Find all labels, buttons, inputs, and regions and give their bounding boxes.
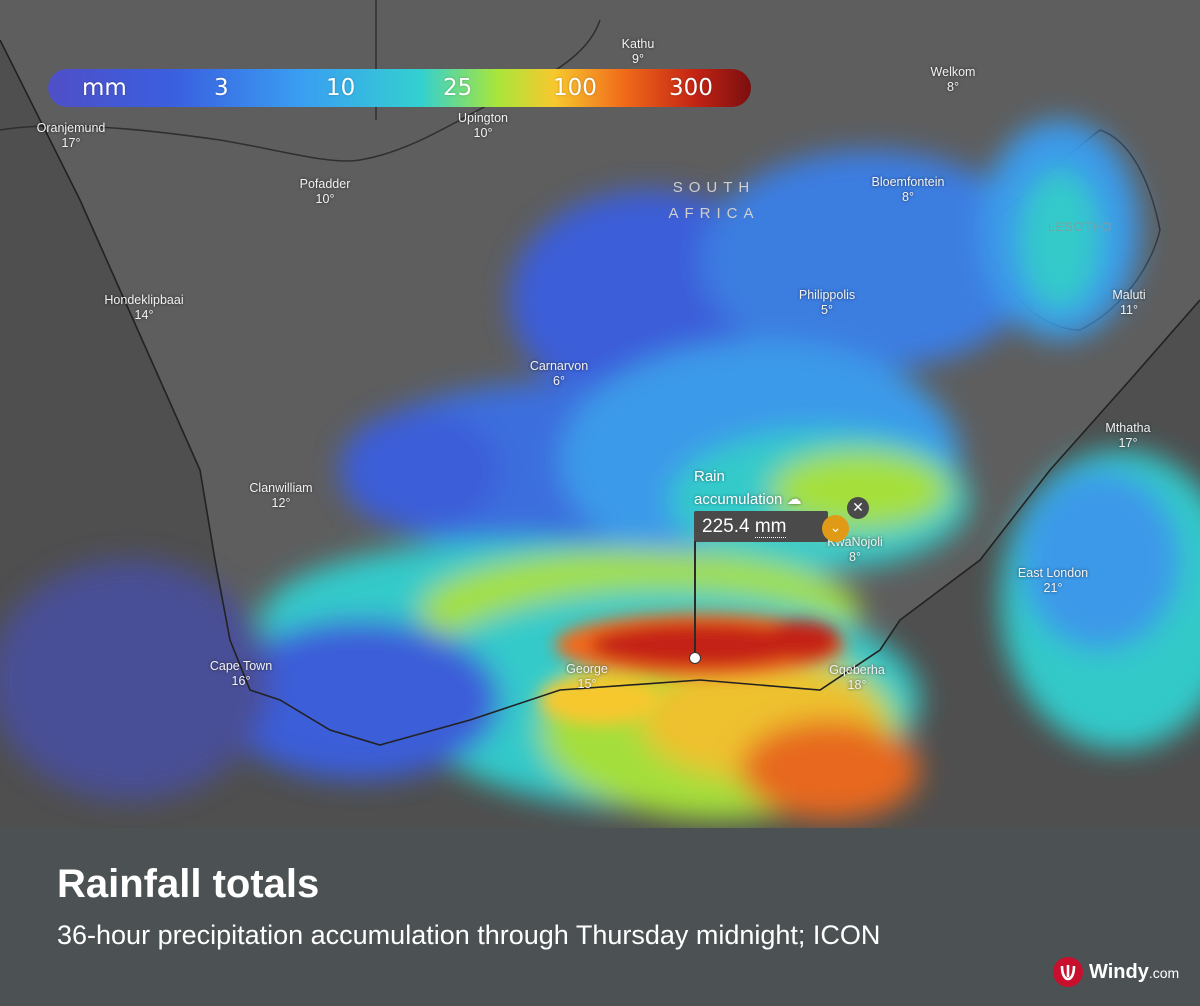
place-marker[interactable]: Oranjemund 17° [37, 121, 106, 151]
place-temp: 10° [473, 126, 493, 140]
caption-title: Rainfall totals [57, 862, 320, 906]
place-marker[interactable]: Pofadder 10° [300, 177, 351, 207]
country-label: SOUTH AFRICA [668, 175, 759, 227]
precipitation-legend[interactable]: mm 3 10 25 100 300 [48, 69, 751, 107]
brand-logo: Windy.com [1053, 957, 1179, 987]
caption-footer: Rainfall totals 36-hour precipitation ac… [0, 828, 1200, 1006]
popup-label-line: Rain [694, 468, 725, 485]
place-name: George [566, 662, 608, 676]
place-temp: 9° [632, 52, 644, 66]
legend-label: 3 [214, 75, 229, 101]
place-name: Maluti [1112, 288, 1146, 302]
place-temp: 16° [231, 674, 251, 688]
place-marker[interactable]: Clanwilliam 12° [249, 481, 312, 511]
place-name: Philippolis [798, 288, 856, 302]
place-temp: 8° [947, 80, 959, 94]
place-marker[interactable]: East London 21° [1018, 566, 1088, 596]
place-temp: 6° [553, 374, 565, 388]
place-marker[interactable]: Carnarvon 6° [530, 359, 588, 389]
place-marker[interactable]: George 15° [566, 662, 608, 692]
popup-pin-dot[interactable] [689, 652, 701, 664]
caption-subtitle: 36-hour precipitation accumulation throu… [57, 920, 881, 950]
brand-suffix: .com [1148, 964, 1180, 981]
brand-name: Windy [1089, 960, 1149, 983]
place-temp: 12° [271, 496, 291, 510]
brand-text: Windy.com [1089, 961, 1179, 984]
popup-label-text: accumulation [694, 491, 783, 508]
place-marker[interactable]: Gqeberha 18° [829, 663, 885, 693]
place-marker[interactable]: Kathu 9° [622, 37, 655, 67]
place-name: Upington [457, 111, 509, 125]
popup-label-line: accumulation ☁ [694, 488, 802, 511]
place-name: Hondeklipbaai [104, 293, 184, 307]
place-temp: 8° [849, 550, 861, 564]
place-temp: 11° [1120, 303, 1138, 317]
place-temp: 8° [902, 190, 914, 204]
place-name: Bloemfontein [871, 175, 945, 189]
place-marker[interactable]: Hondeklipbaai 14° [104, 293, 183, 323]
place-temp: 15° [577, 677, 597, 691]
place-marker[interactable]: Maluti 11° [1112, 288, 1145, 318]
place-temp: 17° [1118, 436, 1138, 450]
place-marker[interactable]: Upington 10° [458, 111, 508, 141]
popup-pin-line [694, 541, 696, 657]
place-name: Kathu [621, 37, 655, 51]
legend-label: mm [82, 75, 127, 101]
place-name: Clanwilliam [249, 481, 313, 495]
lesotho-label: LESOTHO [1048, 220, 1113, 234]
map-area[interactable]: mm 3 10 25 100 300 SOUTH AFRICA LESOTHO … [0, 0, 1200, 828]
country-label-line: SOUTH [672, 179, 756, 196]
place-name: Carnarvon [529, 359, 589, 373]
popup-unit[interactable]: mm [754, 515, 787, 538]
close-icon[interactable]: ✕ [847, 497, 869, 519]
place-temp: 5° [821, 303, 833, 317]
legend-label: 25 [443, 75, 473, 101]
place-temp: 10° [315, 192, 335, 206]
place-name: Oranjemund [36, 121, 106, 135]
legend-label: 300 [669, 75, 713, 101]
place-name: Mthatha [1105, 421, 1151, 435]
windy-logo-mark [1060, 965, 1076, 981]
legend-label: 100 [553, 75, 597, 101]
popup-label: Rain accumulation ☁ [694, 465, 802, 511]
place-marker[interactable]: Philippolis 5° [799, 288, 855, 318]
map-canvas [0, 0, 1200, 828]
place-marker[interactable]: Bloemfontein 8° [872, 175, 945, 205]
popup-number: 225.4 [702, 515, 750, 537]
place-marker[interactable]: Mthatha 17° [1105, 421, 1150, 451]
place-temp: 17° [61, 136, 81, 150]
place-temp: 21° [1043, 581, 1063, 595]
place-name: Pofadder [299, 177, 351, 191]
legend-label: 10 [326, 75, 356, 101]
place-name: Gqeberha [829, 663, 885, 677]
place-name: Cape Town [209, 659, 273, 673]
popup-value-box[interactable]: 225.4 mm [694, 511, 828, 542]
place-temp: 18° [847, 678, 867, 692]
windy-logo-icon [1053, 957, 1083, 987]
place-name: East London [1017, 566, 1089, 580]
place-name: Welkom [930, 65, 976, 79]
place-marker[interactable]: Cape Town 16° [210, 659, 272, 689]
place-marker[interactable]: Welkom 8° [931, 65, 976, 95]
cloud-rain-icon: ☁ [786, 491, 802, 508]
place-temp: 14° [134, 308, 154, 322]
chevron-down-icon[interactable]: ⌄ [822, 515, 849, 542]
country-label-line: AFRICA [668, 205, 760, 222]
popup-value: 225.4 mm [702, 515, 787, 538]
